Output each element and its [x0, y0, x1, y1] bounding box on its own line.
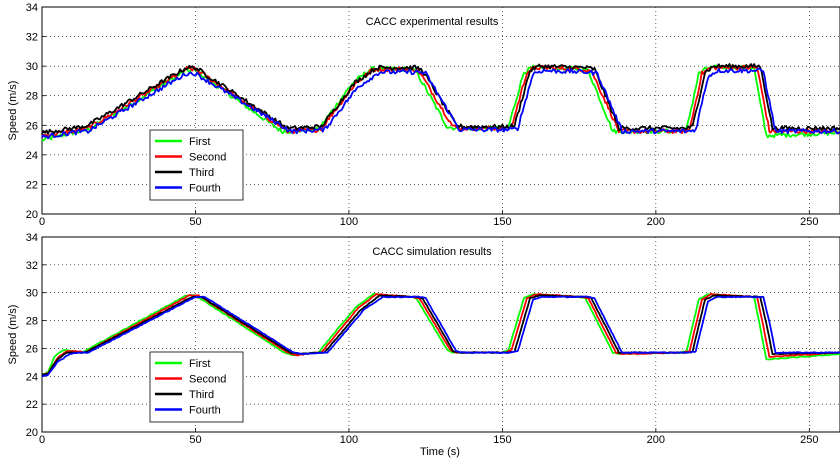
y-tick-label: 22 — [26, 399, 38, 411]
y-tick-label: 32 — [26, 260, 38, 272]
legend-label-second: Second — [189, 374, 226, 386]
y-tick-label: 30 — [26, 61, 38, 73]
y-axis-label: Speed (m/s) — [7, 305, 19, 365]
x-tick-label: 0 — [39, 216, 45, 228]
x-tick-label: 200 — [647, 434, 665, 446]
x-tick-label: 150 — [493, 216, 511, 228]
chart-title: CACC experimental results — [366, 16, 499, 28]
y-tick-label: 34 — [26, 2, 38, 14]
y-tick-label: 24 — [26, 371, 38, 383]
x-tick-label: 250 — [800, 216, 818, 228]
x-axis-label: Time (s) — [420, 446, 460, 458]
series-line-first — [41, 292, 840, 376]
legend-label-third: Third — [189, 167, 214, 179]
y-tick-label: 24 — [26, 150, 38, 162]
y-tick-label: 22 — [26, 179, 38, 191]
x-tick-label: 200 — [647, 216, 665, 228]
y-tick-label: 32 — [26, 32, 38, 44]
legend-label-second: Second — [189, 152, 226, 164]
series-line-fourth — [41, 67, 840, 140]
x-tick-label: 0 — [39, 434, 45, 446]
legend-label-fourth: Fourth — [189, 183, 221, 195]
legend-label-first: First — [189, 358, 210, 370]
legend: First Second Third Fourth — [149, 129, 244, 201]
series-line-fourth — [41, 295, 840, 378]
legend-label-third: Third — [189, 389, 214, 401]
legend-label-first: First — [189, 136, 210, 148]
legend-label-fourth: Fourth — [189, 405, 221, 417]
x-tick-label: 150 — [493, 434, 511, 446]
x-tick-label: 100 — [340, 216, 358, 228]
y-tick-label: 28 — [26, 316, 38, 328]
y-tick-label: 26 — [26, 120, 38, 132]
y-tick-label: 26 — [26, 343, 38, 355]
chart-panel-1: 0 50 100 150 200 250 20 22 24 26 28 30 32 34 CACC expe… — [7, 2, 840, 228]
y-tick-label: 20 — [26, 427, 38, 439]
y-tick-label: 30 — [26, 288, 38, 300]
x-tick-label: 50 — [189, 434, 201, 446]
legend: First Second Third Fourth — [149, 351, 244, 423]
series-line-third — [41, 294, 840, 376]
chart-panel-2: 0 50 100 150 200 250 20 22 24 26 28 30 32 34 CACC simu… — [7, 232, 840, 458]
chart-title: CACC simulation results — [372, 246, 492, 258]
series-line-second — [41, 292, 840, 376]
x-tick-label: 50 — [189, 216, 201, 228]
y-tick-label: 20 — [26, 209, 38, 221]
y-tick-label: 34 — [26, 232, 38, 244]
y-tick-label: 28 — [26, 91, 38, 103]
x-tick-label: 250 — [800, 434, 818, 446]
y-axis-label: Speed (m/s) — [7, 81, 19, 141]
x-tick-label: 100 — [340, 434, 358, 446]
